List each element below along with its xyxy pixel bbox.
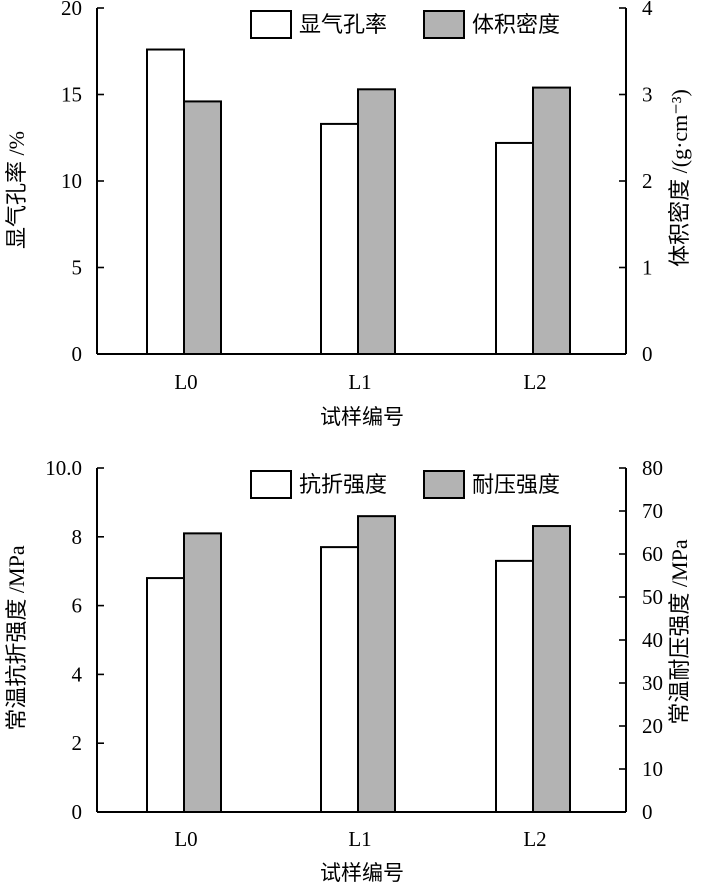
right-tick-label: 2: [642, 169, 653, 193]
right-axis-title: 常温耐压强度 /MPa: [667, 539, 692, 724]
bar-gray-L0: [183, 532, 222, 813]
right-tick-label: 20: [642, 714, 663, 738]
right-tick-label: 70: [642, 499, 663, 523]
right-tick-label: 0: [642, 800, 653, 824]
bar-white-L1: [320, 122, 359, 355]
bar-gray-L0: [183, 100, 222, 355]
right-axis-title: 体积密度 /(g·cm⁻³): [667, 89, 692, 267]
x-axis-title: 试样编号: [320, 405, 404, 429]
legend-label: 耐压强度: [472, 472, 560, 497]
left-tick-label: 6: [72, 594, 83, 618]
left-tick-label: 5: [72, 256, 83, 280]
right-tick-label: 60: [642, 542, 663, 566]
bar-white-L2: [495, 141, 534, 355]
bar-white-L2: [495, 559, 534, 813]
legend-label: 体积密度: [472, 12, 560, 37]
legend-swatch: [250, 10, 292, 39]
bar-gray-L2: [532, 86, 571, 356]
left-tick-label: 8: [72, 525, 83, 549]
left-tick-label: 15: [61, 83, 82, 107]
left-tick-label: 0: [72, 342, 83, 366]
x-tick-label: L1: [348, 370, 371, 394]
legend-label: 显气孔率: [299, 12, 387, 37]
legend-swatch: [250, 470, 292, 499]
left-axis-title: 显气孔率 /%: [4, 131, 29, 249]
chart-2: 0 2 4 6 8 10.0 0 10 20 30 40 50 60 70 80 L0 L1 L2 试样编号 常温抗折…: [4, 456, 692, 885]
left-tick-label: 2: [72, 731, 83, 755]
left-tick-label: 10: [61, 169, 82, 193]
chart-1: 0 5 10 15 20 0 1 2 3 4 L0 L1 L2 试样编号 显气孔率 /% 体积密度 /(g·c…: [4, 0, 692, 429]
x-tick-label: L1: [348, 827, 371, 851]
x-tick-label: L2: [523, 370, 546, 394]
bar-gray-L2: [532, 525, 571, 813]
legend-swatch: [423, 470, 465, 499]
x-tick-label: L0: [174, 827, 197, 851]
right-tick-label: 3: [642, 83, 653, 107]
bar-white-L1: [320, 546, 359, 813]
bar-white-L0: [146, 48, 185, 356]
x-axis-title: 试样编号: [320, 861, 404, 885]
right-tick-label: 80: [642, 456, 663, 480]
legend-swatch: [423, 10, 465, 39]
left-tick-label: 0: [72, 800, 83, 824]
left-tick-label: 4: [72, 662, 83, 686]
right-tick-label: 4: [642, 0, 653, 20]
left-axis-title: 常温抗折强度 /MPa: [4, 545, 29, 730]
right-tick-label: 40: [642, 628, 663, 652]
right-tick-label: 50: [642, 585, 663, 609]
right-tick-label: 1: [642, 256, 653, 280]
right-tick-label: 30: [642, 671, 663, 695]
bar-white-L0: [146, 577, 185, 814]
bar-gray-L1: [357, 88, 396, 355]
right-tick-label: 10: [642, 757, 663, 781]
x-tick-label: L0: [174, 370, 197, 394]
x-tick-label: L2: [523, 827, 546, 851]
left-tick-label: 20: [61, 0, 82, 20]
legend-label: 抗折强度: [299, 472, 387, 497]
bar-gray-L1: [357, 515, 396, 813]
right-tick-label: 0: [642, 342, 653, 366]
left-tick-label: 10.0: [45, 456, 82, 480]
